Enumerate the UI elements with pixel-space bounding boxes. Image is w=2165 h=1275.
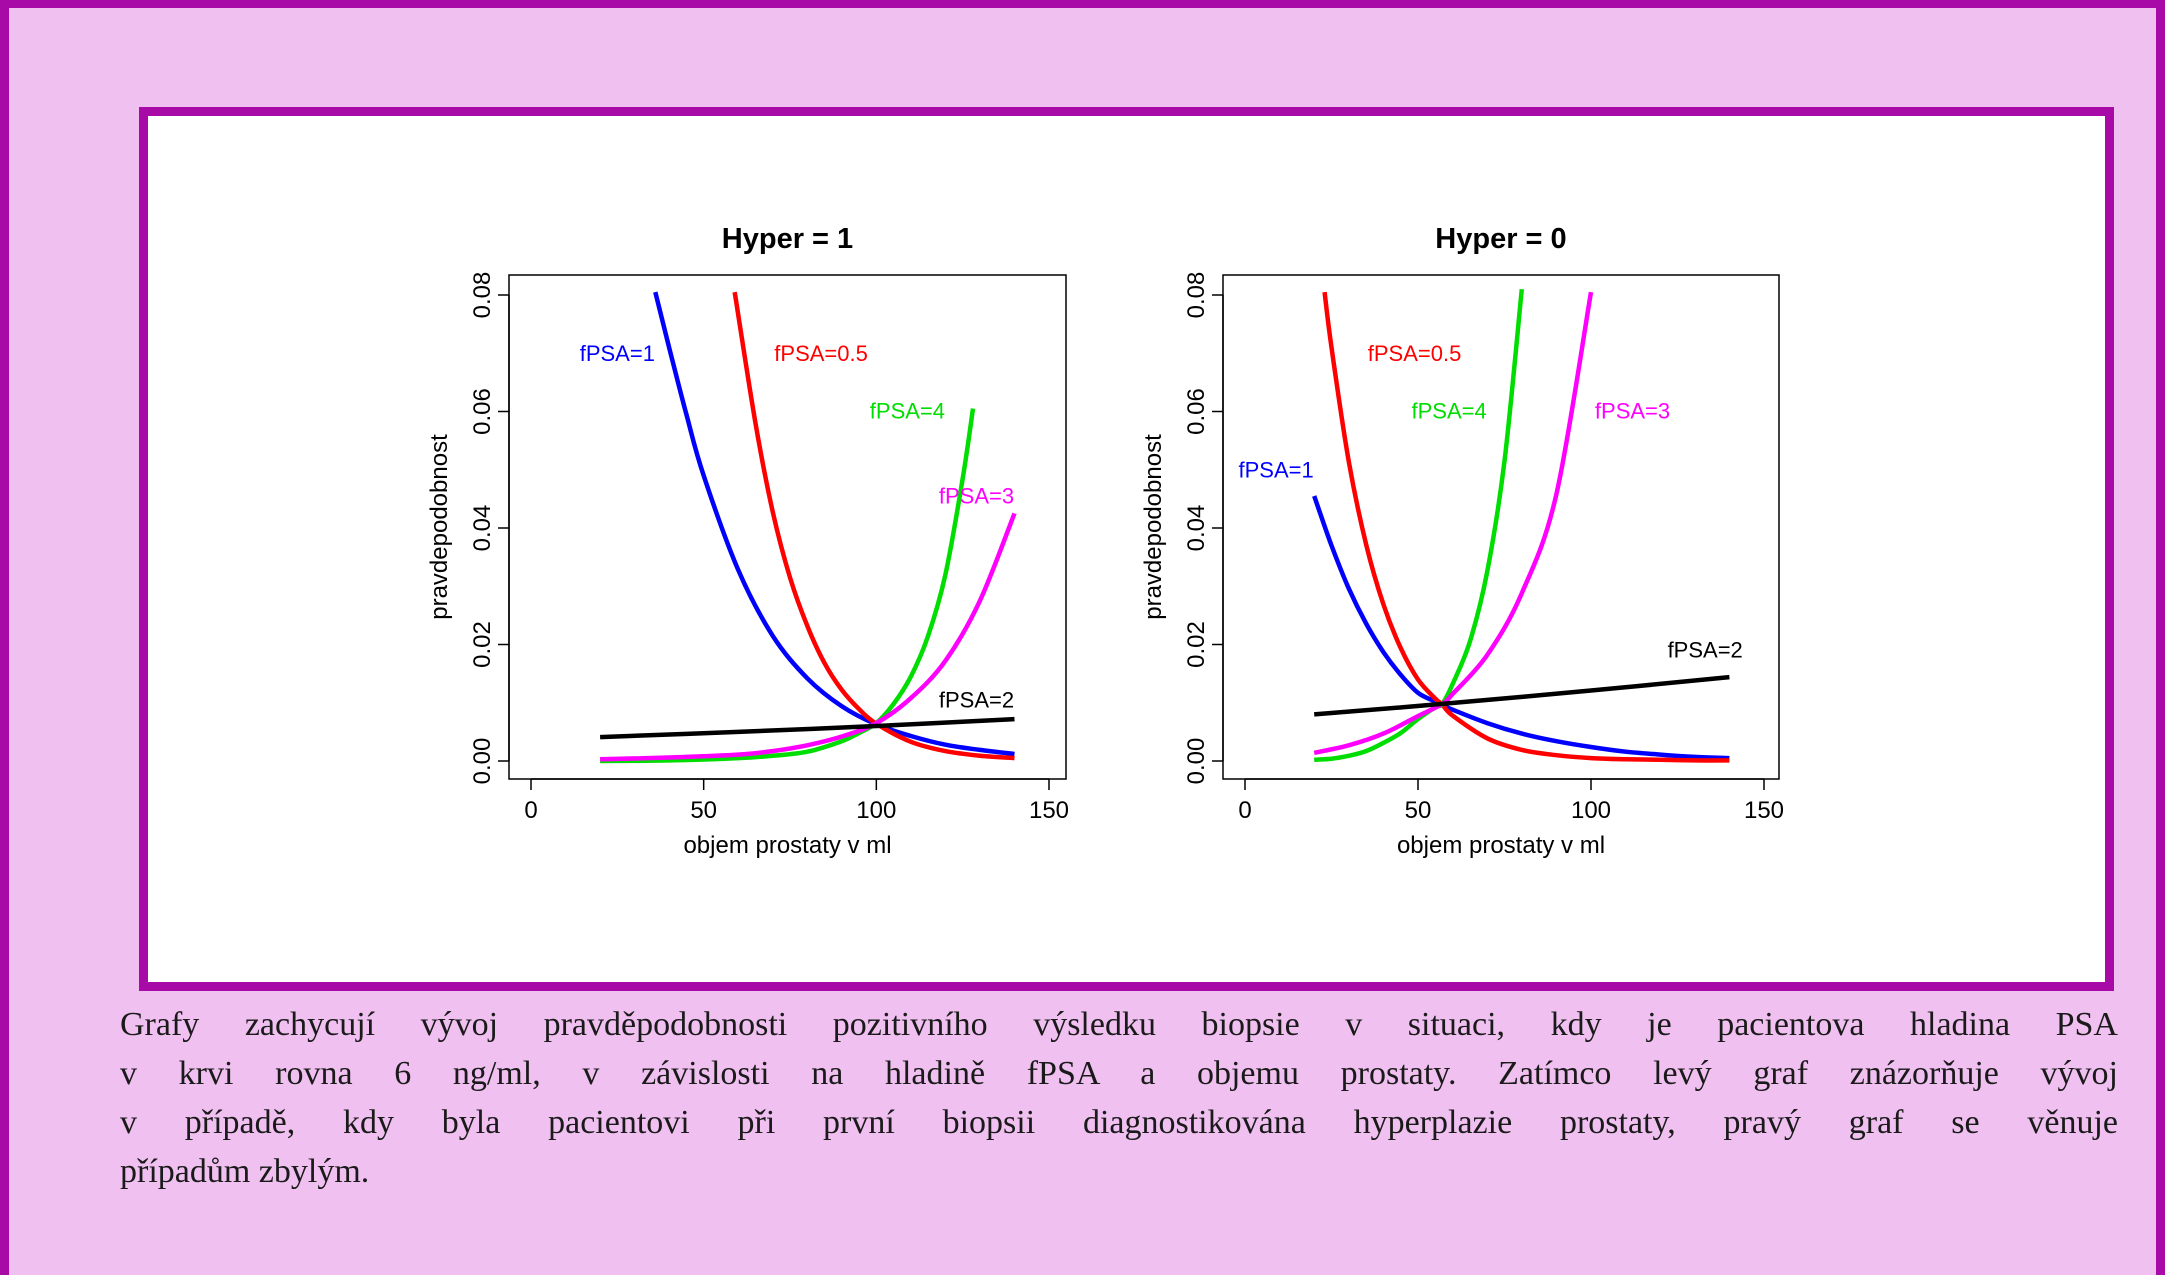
- series-label: fPSA=3: [1595, 398, 1670, 423]
- y-tick-label: 0.04: [469, 505, 496, 552]
- y-tick-label: 0.00: [469, 738, 496, 785]
- series-label: fPSA=4: [1412, 398, 1487, 423]
- y-tick-label: 0.02: [469, 621, 496, 668]
- series-line-fpsa-3: [600, 512, 1017, 762]
- series-line-fpsa-4: [600, 408, 976, 764]
- series-label: fPSA=0.5: [1368, 341, 1462, 366]
- series-line-fpsa-2: [600, 716, 1015, 740]
- x-tick-label: 0: [524, 797, 537, 824]
- x-tick-label: 50: [690, 797, 717, 824]
- series-label: fPSA=2: [1668, 637, 1743, 662]
- y-tick-label: 0.02: [1183, 621, 1210, 668]
- series-label: fPSA=2: [939, 687, 1014, 712]
- series-label: fPSA=3: [939, 484, 1014, 509]
- x-tick-label: 50: [1405, 797, 1432, 824]
- y-axis-label: pravdepodobnost: [426, 434, 453, 620]
- y-tick-label: 0.00: [1183, 738, 1210, 785]
- caption-line: případům zbylým.: [120, 1153, 370, 1190]
- chart-panel-1: Hyper = 1 0 50 100 150 objem prostaty v ml 0.0…: [426, 223, 1069, 859]
- figure-panel: [139, 107, 2114, 991]
- frame-border-right: [2156, 0, 2165, 1275]
- chart-title: Hyper = 1: [722, 223, 853, 255]
- series-line-fpsa-2: [1314, 674, 1730, 717]
- figure-caption: Grafy zachycují vývoj pravděpodobnosti p…: [120, 1000, 2118, 1196]
- x-tick-label: 0: [1238, 797, 1251, 824]
- series-line-fpsa-1: [653, 291, 1015, 757]
- caption-line: Grafy zachycují vývoj pravděpodobnosti p…: [120, 1006, 2118, 1043]
- caption-line: v případě, kdy byla pacientovi při první…: [120, 1104, 2118, 1141]
- series-line-fpsa-0-5: [1322, 291, 1730, 763]
- charts-svg: Hyper = 1 0 50 100 150 objem prostaty v ml 0.0…: [426, 223, 1784, 859]
- y-tick-label: 0.08: [1183, 272, 1210, 319]
- y-tick-label: 0.06: [1183, 388, 1210, 435]
- x-axis-label: objem prostaty v ml: [683, 832, 891, 859]
- plot-frame: [1222, 274, 1780, 780]
- y-tick-label: 0.04: [1183, 505, 1210, 552]
- x-tick-label: 100: [1571, 797, 1611, 824]
- chart-title: Hyper = 0: [1435, 223, 1566, 255]
- series-line-fpsa-0-5: [732, 291, 1015, 761]
- y-tick-label: 0.06: [469, 388, 496, 435]
- series-line-fpsa-1: [1312, 495, 1730, 761]
- x-tick-label: 100: [856, 797, 896, 824]
- frame-border-top: [0, 0, 2165, 8]
- frame-border-left: [0, 0, 9, 1275]
- series-line-fpsa-3: [1313, 291, 1594, 756]
- x-tick-label: 150: [1029, 797, 1069, 824]
- series-label: fPSA=1: [1239, 457, 1314, 482]
- series-group: [1312, 288, 1730, 763]
- x-axis-label: objem prostaty v ml: [1397, 832, 1605, 859]
- chart-panel-2: Hyper = 0 0 50 100 150 objem prostaty v ml 0.0…: [1140, 223, 1784, 859]
- caption-line: v krvi rovna 6 ng/ml, v závislosti na hl…: [120, 1055, 2118, 1092]
- series-label: fPSA=1: [580, 341, 655, 366]
- y-tick-label: 0.08: [469, 272, 496, 319]
- series-group: [600, 291, 1017, 764]
- x-tick-label: 150: [1744, 797, 1784, 824]
- series-label: fPSA=0.5: [774, 341, 868, 366]
- y-axis-label: pravdepodobnost: [1140, 434, 1167, 620]
- series-label: fPSA=4: [870, 398, 945, 423]
